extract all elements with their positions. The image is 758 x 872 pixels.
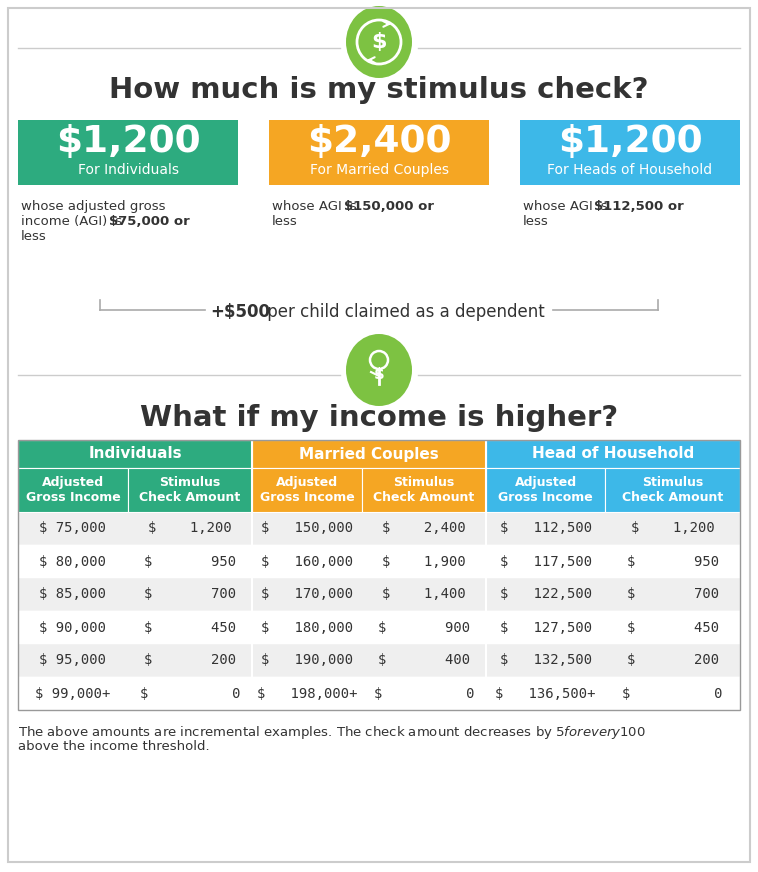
Text: $       700: $ 700 <box>627 588 719 602</box>
Text: $    1,900: $ 1,900 <box>382 555 466 569</box>
Text: $   122,500: $ 122,500 <box>500 588 592 602</box>
FancyBboxPatch shape <box>18 440 252 468</box>
Text: $2,400: $2,400 <box>307 124 451 160</box>
FancyBboxPatch shape <box>18 468 128 512</box>
Text: $   160,000: $ 160,000 <box>261 555 353 569</box>
FancyBboxPatch shape <box>252 468 362 512</box>
Text: $       950: $ 950 <box>144 555 236 569</box>
Text: less: less <box>272 215 298 228</box>
Text: $ 85,000: $ 85,000 <box>39 588 106 602</box>
Text: Stimulus
Check Amount: Stimulus Check Amount <box>374 476 475 504</box>
Text: $ 80,000: $ 80,000 <box>39 555 106 569</box>
Text: $       450: $ 450 <box>627 621 719 635</box>
Text: $   170,000: $ 170,000 <box>261 588 353 602</box>
FancyBboxPatch shape <box>18 677 740 710</box>
Text: $       200: $ 200 <box>627 653 719 667</box>
Text: $ 75,000: $ 75,000 <box>39 521 106 535</box>
Text: $   150,000: $ 150,000 <box>261 521 353 535</box>
FancyBboxPatch shape <box>606 468 740 512</box>
Text: above the income threshold.: above the income threshold. <box>18 740 210 753</box>
Text: Individuals: Individuals <box>88 446 182 461</box>
Text: Stimulus
Check Amount: Stimulus Check Amount <box>139 476 240 504</box>
Ellipse shape <box>346 6 412 78</box>
Text: The above amounts are incremental examples. The check amount decreases by $5 for: The above amounts are incremental exampl… <box>18 724 646 741</box>
Text: $   190,000: $ 190,000 <box>261 653 353 667</box>
Text: Adjusted
Gross Income: Adjusted Gross Income <box>26 476 121 504</box>
Text: $1,200: $1,200 <box>558 124 703 160</box>
Text: per child claimed as a dependent: per child claimed as a dependent <box>262 303 545 321</box>
FancyBboxPatch shape <box>18 545 740 578</box>
Text: less: less <box>523 215 549 228</box>
Text: $          0: $ 0 <box>622 686 723 700</box>
Text: $          0: $ 0 <box>139 686 240 700</box>
Text: $       400: $ 400 <box>378 653 470 667</box>
FancyBboxPatch shape <box>486 440 740 468</box>
FancyBboxPatch shape <box>486 468 606 512</box>
Text: $    2,400: $ 2,400 <box>382 521 466 535</box>
Text: $   127,500: $ 127,500 <box>500 621 592 635</box>
Text: $       950: $ 950 <box>627 555 719 569</box>
Text: $       200: $ 200 <box>144 653 236 667</box>
Text: $75,000 or: $75,000 or <box>109 215 190 228</box>
Text: whose AGI is: whose AGI is <box>523 200 612 213</box>
FancyBboxPatch shape <box>252 440 486 468</box>
Text: $   112,500: $ 112,500 <box>500 521 592 535</box>
Text: $ 95,000: $ 95,000 <box>39 653 106 667</box>
Text: $   117,500: $ 117,500 <box>500 555 592 569</box>
FancyBboxPatch shape <box>269 120 489 185</box>
FancyBboxPatch shape <box>520 120 740 185</box>
Text: $       700: $ 700 <box>144 588 236 602</box>
Text: $   136,500+: $ 136,500+ <box>496 686 596 700</box>
FancyBboxPatch shape <box>362 468 486 512</box>
Text: $ 99,000+: $ 99,000+ <box>36 686 111 700</box>
Text: $       450: $ 450 <box>144 621 236 635</box>
Text: How much is my stimulus check?: How much is my stimulus check? <box>109 76 649 104</box>
FancyBboxPatch shape <box>18 611 740 644</box>
Text: $          0: $ 0 <box>374 686 475 700</box>
Text: whose AGI is: whose AGI is <box>272 200 361 213</box>
Text: $       900: $ 900 <box>378 621 470 635</box>
Text: $: $ <box>371 32 387 52</box>
Ellipse shape <box>346 334 412 406</box>
Text: $   198,000+: $ 198,000+ <box>257 686 357 700</box>
Text: +$500: +$500 <box>210 303 270 321</box>
Text: $    1,200: $ 1,200 <box>148 521 232 535</box>
Text: $    1,200: $ 1,200 <box>631 521 715 535</box>
Text: Married Couples: Married Couples <box>299 446 439 461</box>
Text: less: less <box>21 230 47 243</box>
Text: What if my income is higher?: What if my income is higher? <box>140 404 618 432</box>
Text: Adjusted
Gross Income: Adjusted Gross Income <box>259 476 354 504</box>
Text: $: $ <box>374 367 384 383</box>
Text: $    1,400: $ 1,400 <box>382 588 466 602</box>
Text: income (AGI) is: income (AGI) is <box>21 215 127 228</box>
Text: For Heads of Household: For Heads of Household <box>547 163 713 177</box>
FancyBboxPatch shape <box>18 120 238 185</box>
Text: For Married Couples: For Married Couples <box>309 163 449 177</box>
Text: Adjusted
Gross Income: Adjusted Gross Income <box>498 476 593 504</box>
Text: $150,000 or: $150,000 or <box>343 200 434 213</box>
FancyBboxPatch shape <box>18 512 740 545</box>
Text: $ 90,000: $ 90,000 <box>39 621 106 635</box>
Text: For Individuals: For Individuals <box>77 163 178 177</box>
Text: $112,500 or: $112,500 or <box>594 200 684 213</box>
FancyBboxPatch shape <box>18 644 740 677</box>
FancyBboxPatch shape <box>128 468 252 512</box>
Text: $   132,500: $ 132,500 <box>500 653 592 667</box>
FancyBboxPatch shape <box>18 578 740 611</box>
Text: Head of Household: Head of Household <box>532 446 694 461</box>
Text: $1,200: $1,200 <box>55 124 200 160</box>
Text: whose adjusted gross: whose adjusted gross <box>21 200 165 213</box>
Text: $   180,000: $ 180,000 <box>261 621 353 635</box>
Text: Stimulus
Check Amount: Stimulus Check Amount <box>622 476 723 504</box>
